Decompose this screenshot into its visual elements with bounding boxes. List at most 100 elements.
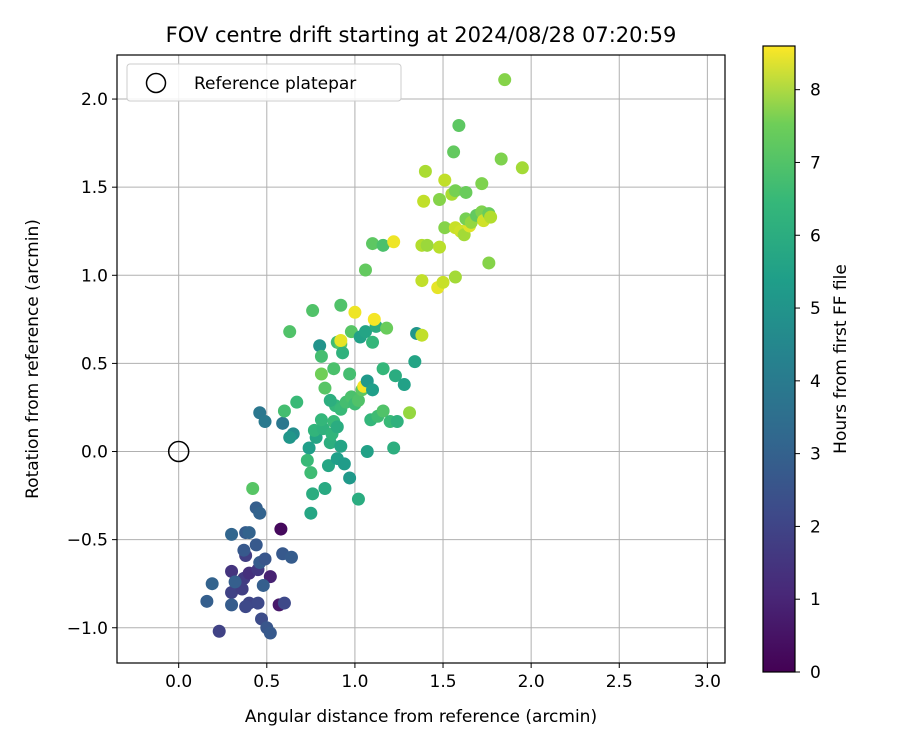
data-point <box>277 596 291 610</box>
y-tick-label: −0.5 <box>67 531 108 551</box>
data-point <box>388 369 402 383</box>
y-tick-label: 0.0 <box>81 443 108 463</box>
data-point <box>387 235 401 249</box>
colorbar-tick-label: 2 <box>810 517 821 537</box>
data-point <box>376 362 390 376</box>
data-point <box>484 210 498 224</box>
data-point <box>306 304 320 318</box>
colorbar-frame <box>762 45 796 673</box>
reference-marker-group <box>167 440 190 463</box>
data-point <box>417 194 431 208</box>
data-point <box>225 564 239 578</box>
data-point <box>343 367 357 381</box>
y-tick-label: 0.5 <box>81 354 108 374</box>
data-point <box>205 577 219 591</box>
x-axis-label: Angular distance from reference (arcmin) <box>245 707 597 727</box>
colorbar-label: Hours from first FF file <box>831 264 851 454</box>
data-point <box>433 193 447 207</box>
data-point <box>302 441 316 455</box>
data-point <box>380 321 394 335</box>
data-point <box>459 185 473 199</box>
data-point <box>225 586 239 600</box>
data-point <box>387 441 401 455</box>
colorbar-tick-label: 6 <box>810 226 821 246</box>
data-point <box>263 626 277 640</box>
data-point <box>348 305 362 319</box>
data-point <box>258 415 272 429</box>
data-point <box>323 393 337 407</box>
data-point <box>258 552 272 566</box>
legend-box <box>126 63 402 102</box>
colorbar-tick-label: 4 <box>810 372 821 392</box>
data-point <box>390 415 404 429</box>
colorbar-tick-label: 7 <box>810 153 821 173</box>
reference-platepar-marker <box>167 440 190 463</box>
data-point <box>351 393 365 407</box>
data-point <box>277 404 291 418</box>
data-point <box>200 594 214 608</box>
data-point <box>249 538 263 552</box>
x-tick-label: 1.0 <box>341 672 368 692</box>
data-point <box>358 325 372 339</box>
data-point <box>300 453 314 467</box>
data-point <box>304 506 318 520</box>
x-tick-label: 0.0 <box>165 672 192 692</box>
data-point <box>304 466 318 480</box>
data-point <box>314 349 328 363</box>
data-point <box>475 177 489 191</box>
data-point <box>276 416 290 430</box>
data-point <box>415 328 429 342</box>
data-point <box>433 240 447 254</box>
data-point <box>253 506 267 520</box>
data-point <box>408 355 422 369</box>
data-point <box>452 118 466 132</box>
data-point <box>318 381 332 395</box>
data-point <box>358 263 372 277</box>
data-point <box>318 482 332 496</box>
data-point <box>376 404 390 418</box>
colorbar-tick-label: 5 <box>810 299 821 319</box>
data-point <box>314 367 328 381</box>
data-point <box>212 624 226 638</box>
data-point <box>448 270 462 284</box>
data-point <box>376 238 390 252</box>
data-point <box>366 383 380 397</box>
data-point <box>330 420 344 434</box>
legend: Reference platepar <box>126 63 402 102</box>
data-point <box>313 339 327 353</box>
colorbar: 0 1 2 3 4 5 6 7 8 Hours from first FF file <box>762 45 851 683</box>
x-tick-label: 2.5 <box>606 672 633 692</box>
data-point <box>448 184 462 198</box>
colorbar-tick-label: 0 <box>810 663 821 683</box>
data-point <box>447 145 461 159</box>
data-point <box>321 459 335 473</box>
data-point <box>225 598 239 612</box>
data-point <box>415 274 429 288</box>
data-point <box>397 378 411 392</box>
data-point <box>283 430 297 444</box>
data-point <box>283 325 297 339</box>
data-point <box>334 298 348 312</box>
data-point <box>351 492 365 506</box>
data-point <box>337 457 351 471</box>
data-point <box>438 173 452 187</box>
data-point <box>228 575 242 589</box>
data-point <box>494 152 508 166</box>
data-point <box>225 527 239 541</box>
plot-frame <box>116 54 726 664</box>
data-point <box>336 346 350 360</box>
data-point <box>256 578 270 592</box>
data-points <box>200 73 529 640</box>
y-axis-label: Rotation from reference (arcmin) <box>23 219 43 499</box>
data-point <box>498 73 512 87</box>
data-point <box>436 275 450 289</box>
x-tick-label: 1.5 <box>430 672 457 692</box>
colorbar-tick-label: 3 <box>810 445 821 465</box>
colorbar-ticks: 0 1 2 3 4 5 6 7 8 <box>795 81 821 683</box>
y-tick-label: 2.0 <box>81 90 108 110</box>
data-point <box>366 237 380 251</box>
data-point <box>418 164 432 178</box>
data-point <box>246 482 260 496</box>
data-point <box>366 335 380 349</box>
